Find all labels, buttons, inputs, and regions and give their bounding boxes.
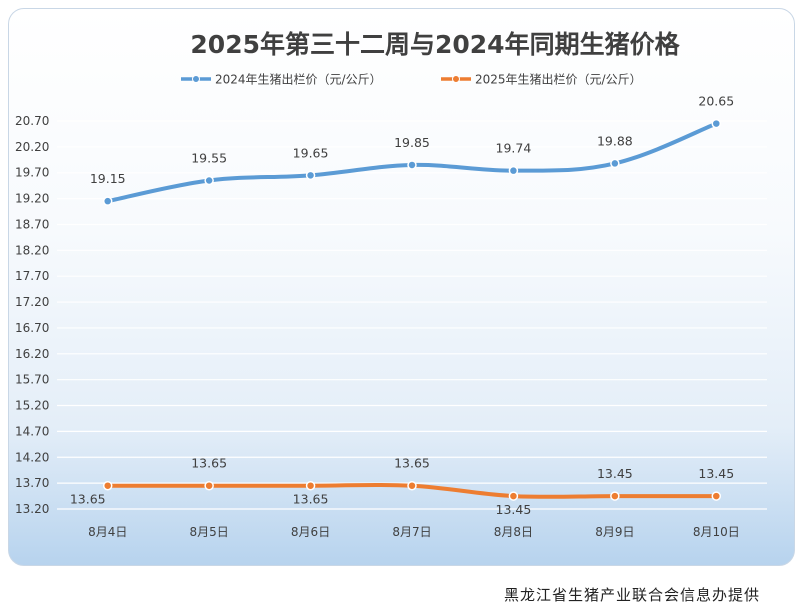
data-point	[407, 160, 417, 170]
data-label: 19.65	[293, 145, 329, 160]
legend-label: 2024年生猪出栏价（元/公斤）	[215, 72, 382, 87]
x-tick-label: 8月8日	[494, 525, 533, 539]
y-tick-label: 18.20	[15, 243, 49, 257]
data-label: 19.55	[191, 150, 227, 165]
chart-title: 2025年第三十二周与2024年同期生猪价格	[190, 30, 680, 59]
line-chart: 2025年第三十二周与2024年同期生猪价格 2024年生猪出栏价（元/公斤） 2…	[15, 30, 767, 539]
x-tick-label: 8月4日	[88, 525, 127, 539]
data-point	[204, 175, 214, 186]
data-label: 13.65	[191, 456, 227, 471]
data-label: 13.65	[70, 492, 106, 507]
data-label: 19.74	[496, 141, 532, 156]
data-point	[407, 480, 417, 491]
y-tick-label: 20.20	[15, 140, 49, 154]
legend-swatch-marker	[452, 75, 460, 83]
data-label: 13.45	[597, 466, 633, 481]
y-tick-label: 20.70	[15, 114, 49, 128]
gridlines	[57, 120, 767, 510]
y-tick-label: 19.70	[15, 166, 49, 180]
data-point	[102, 480, 113, 491]
data-point	[305, 480, 316, 491]
data-labels: 19.15 19.55 19.65 19.85 19.74 19.88 20.65 13.65…	[70, 94, 734, 517]
data-label: 13.65	[394, 456, 430, 471]
data-label: 19.88	[597, 133, 633, 148]
chart-frame: 2025年第三十二周与2024年同期生猪价格 2024年生猪出栏价（元/公斤） 2…	[8, 8, 795, 566]
y-tick-label: 14.70	[15, 424, 49, 438]
x-tick-label: 8月5日	[190, 525, 229, 539]
series-group	[102, 118, 722, 501]
y-tick-label: 19.20	[15, 192, 49, 206]
data-point	[102, 196, 113, 206]
footer-credit: 黑龙江省生猪产业联合会信息办提供	[503, 586, 760, 604]
legend: 2024年生猪出栏价（元/公斤） 2025年生猪出栏价（元/公斤）	[181, 72, 642, 87]
data-label: 13.45	[698, 466, 734, 481]
x-tick-label: 8月7日	[392, 525, 431, 539]
y-tick-label: 13.20	[15, 502, 49, 516]
data-point	[204, 480, 214, 491]
y-tick-label: 16.20	[15, 347, 49, 361]
legend-swatch-marker	[192, 75, 200, 83]
data-point	[610, 158, 620, 169]
data-point	[711, 118, 722, 129]
x-tick-label: 8月6日	[291, 525, 330, 539]
y-tick-label: 17.70	[15, 269, 49, 283]
y-tick-label: 18.70	[15, 217, 49, 231]
y-tick-label: 15.20	[15, 399, 49, 413]
y-tick-label: 14.20	[15, 450, 49, 464]
y-tick-label: 13.70	[15, 476, 49, 490]
y-tick-label: 17.20	[15, 295, 49, 309]
data-point	[610, 491, 620, 501]
legend-entry-0: 2024年生猪出栏价（元/公斤）	[181, 72, 382, 87]
data-point	[305, 170, 316, 181]
y-tick-label: 16.70	[15, 321, 49, 335]
data-point	[508, 165, 519, 176]
x-axis-ticks: 8月4日 8月5日 8月6日 8月7日 8月8日 8月9日 8月10日	[88, 525, 740, 539]
data-point	[508, 491, 519, 501]
x-tick-label: 8月9日	[595, 525, 634, 539]
legend-label: 2025年生猪出栏价（元/公斤）	[475, 72, 642, 87]
legend-entry-1: 2025年生猪出栏价（元/公斤）	[441, 72, 642, 87]
data-label: 19.15	[90, 171, 126, 186]
data-label: 13.65	[293, 492, 329, 507]
data-point	[711, 491, 722, 501]
data-label: 20.65	[698, 94, 734, 109]
data-label: 13.45	[496, 502, 532, 517]
data-label: 19.85	[394, 135, 430, 150]
y-tick-label: 15.70	[15, 373, 49, 387]
x-tick-label: 8月10日	[693, 525, 740, 539]
y-axis-ticks: 13.20 13.70 14.20 14.70 15.20 15.70 16.20 16.70…	[15, 114, 49, 516]
